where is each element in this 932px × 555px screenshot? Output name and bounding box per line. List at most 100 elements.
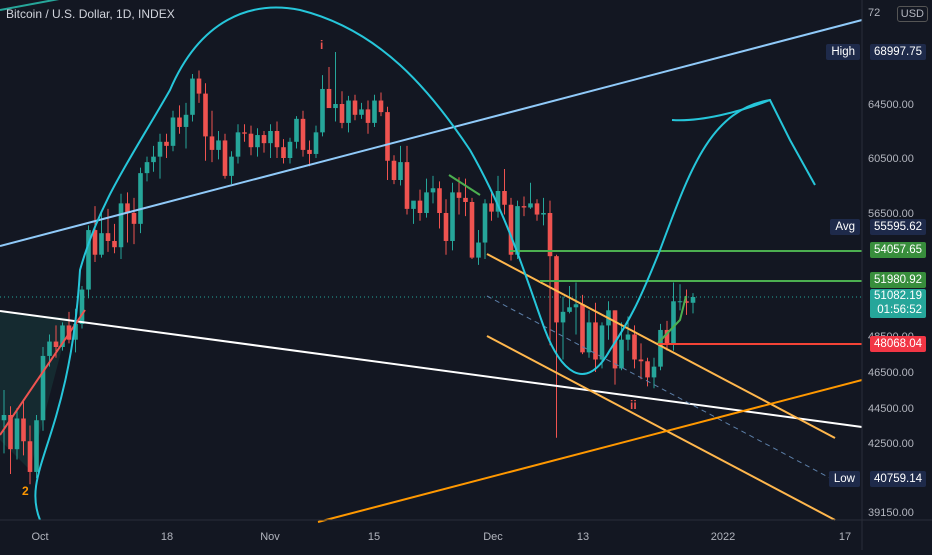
candle-body <box>424 192 429 213</box>
cyan-projection-curve <box>34 6 816 521</box>
candle-body <box>268 131 273 144</box>
candle-body <box>248 133 254 148</box>
low-price-label: 40759.14 <box>870 471 926 487</box>
candle-body <box>105 233 111 241</box>
candle-body <box>359 109 364 115</box>
price-tick-label: 46500.00 <box>868 367 914 379</box>
candle-body <box>274 131 280 148</box>
price-tick-label: 60500.00 <box>868 153 914 165</box>
candle-body <box>443 213 449 241</box>
time-tick-label: 2022 <box>711 531 735 543</box>
price-tick-label: 56500.00 <box>868 208 914 220</box>
candle-body <box>183 114 189 127</box>
candle-body <box>580 304 585 353</box>
candle-body <box>125 203 130 213</box>
candle-body <box>645 361 650 378</box>
candle-body <box>222 140 228 176</box>
price-tick-label: 64500.00 <box>868 99 914 111</box>
candle-body <box>339 104 345 123</box>
candle-body <box>625 334 631 340</box>
candle-body <box>534 203 540 215</box>
candle-body <box>677 301 683 303</box>
countdown-timer: 01:56:52 <box>877 304 922 316</box>
time-tick-label: 15 <box>368 531 380 543</box>
wave-marker-ii: ii <box>630 398 637 412</box>
candle-body <box>365 109 371 123</box>
time-tick-label: 17 <box>839 531 851 543</box>
candle-body <box>437 188 442 213</box>
time-tick-label: 18 <box>161 531 173 543</box>
candle-body <box>203 93 208 137</box>
wave-marker-2: 2 <box>22 484 29 498</box>
time-tick-label: Dec <box>483 531 503 543</box>
candle-body <box>372 100 377 123</box>
candle-body <box>300 118 306 150</box>
green-level-lower-label: 51980.92 <box>870 272 926 288</box>
candle-body <box>131 213 137 224</box>
price-tick-label: 42500.00 <box>868 438 914 450</box>
candle-body <box>476 242 481 258</box>
candle-body <box>294 118 299 142</box>
candle-body <box>469 202 475 258</box>
candle-body <box>398 162 403 180</box>
candle-body <box>235 132 241 157</box>
white-trendline <box>0 310 863 428</box>
candle-body <box>47 341 52 356</box>
candle-body <box>209 136 215 150</box>
symbol-title: Bitcoin / U.S. Dollar, 1D, INDEX <box>6 7 175 21</box>
candle-body <box>651 366 657 378</box>
candle-body <box>346 100 351 123</box>
current-price-value: 51082.19 <box>874 290 922 302</box>
candle-body <box>151 156 156 163</box>
red-rising-line <box>0 309 86 436</box>
top-left-teal-line <box>0 0 60 11</box>
candle-body <box>521 206 527 208</box>
price-tick-label: 44500.00 <box>868 403 914 415</box>
candle-body <box>541 213 546 215</box>
orange-trendline <box>317 379 863 523</box>
avg-price-label: 55595.62 <box>870 219 926 235</box>
candle-body <box>430 188 436 193</box>
candle-body <box>287 141 293 158</box>
blue-trendline <box>0 19 863 247</box>
candle-body <box>333 104 338 109</box>
candle-body <box>463 197 468 202</box>
candle-body <box>190 78 195 115</box>
low-tag: Low <box>828 471 860 487</box>
candle-body <box>547 213 553 257</box>
candle-body <box>53 341 59 347</box>
candle-body <box>495 191 501 212</box>
candle-body <box>8 415 13 450</box>
candle-body <box>391 160 397 180</box>
candle-body <box>118 203 124 248</box>
candle-body <box>508 204 514 255</box>
candle-body <box>216 140 221 150</box>
candle-body <box>632 334 637 360</box>
candle-body <box>99 233 104 255</box>
candle-body <box>164 141 169 146</box>
candle-body <box>255 135 260 148</box>
candle-body <box>417 200 423 213</box>
candle-body <box>612 310 618 369</box>
candle-body <box>313 132 319 154</box>
candle-body <box>456 192 462 198</box>
channel-upper-line <box>486 253 836 439</box>
candle-body <box>684 301 689 303</box>
candle-body <box>690 297 696 303</box>
candle-body <box>112 240 117 248</box>
candle-body <box>385 112 390 161</box>
candle-body <box>599 325 605 360</box>
candle-body <box>34 420 39 472</box>
candle-body <box>157 141 163 157</box>
currency-button[interactable]: USD <box>896 6 928 22</box>
green-segment-bottom <box>657 295 687 344</box>
red-level-label: 48068.04 <box>870 336 926 352</box>
green-level-upper-label: 54057.65 <box>870 242 926 258</box>
time-tick-label: Nov <box>260 531 280 543</box>
candle-body <box>664 329 670 344</box>
candle-body <box>326 88 332 109</box>
candle-body <box>138 173 143 224</box>
candle-body <box>619 339 624 369</box>
